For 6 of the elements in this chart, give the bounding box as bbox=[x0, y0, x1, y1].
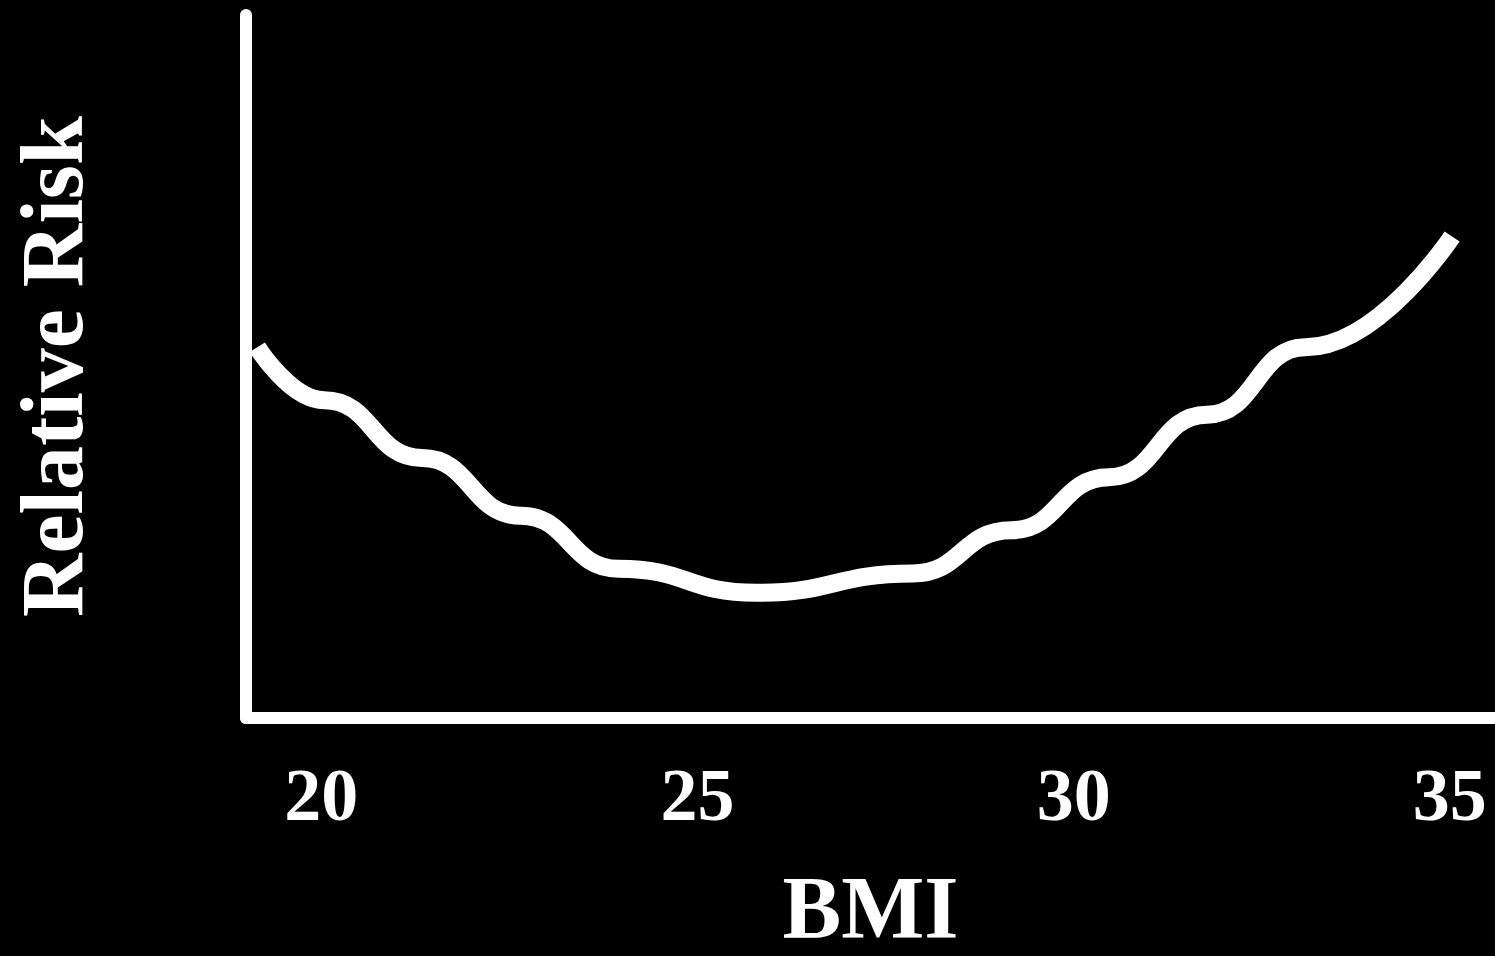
x-tick-label: 35 bbox=[1412, 754, 1487, 836]
x-axis-title: BMI bbox=[782, 858, 959, 956]
y-axis-title: Relative Risk bbox=[3, 115, 101, 618]
x-tick-label: 20 bbox=[284, 754, 359, 836]
x-tick-label: 25 bbox=[660, 754, 735, 836]
x-tick-label: 30 bbox=[1036, 754, 1111, 836]
